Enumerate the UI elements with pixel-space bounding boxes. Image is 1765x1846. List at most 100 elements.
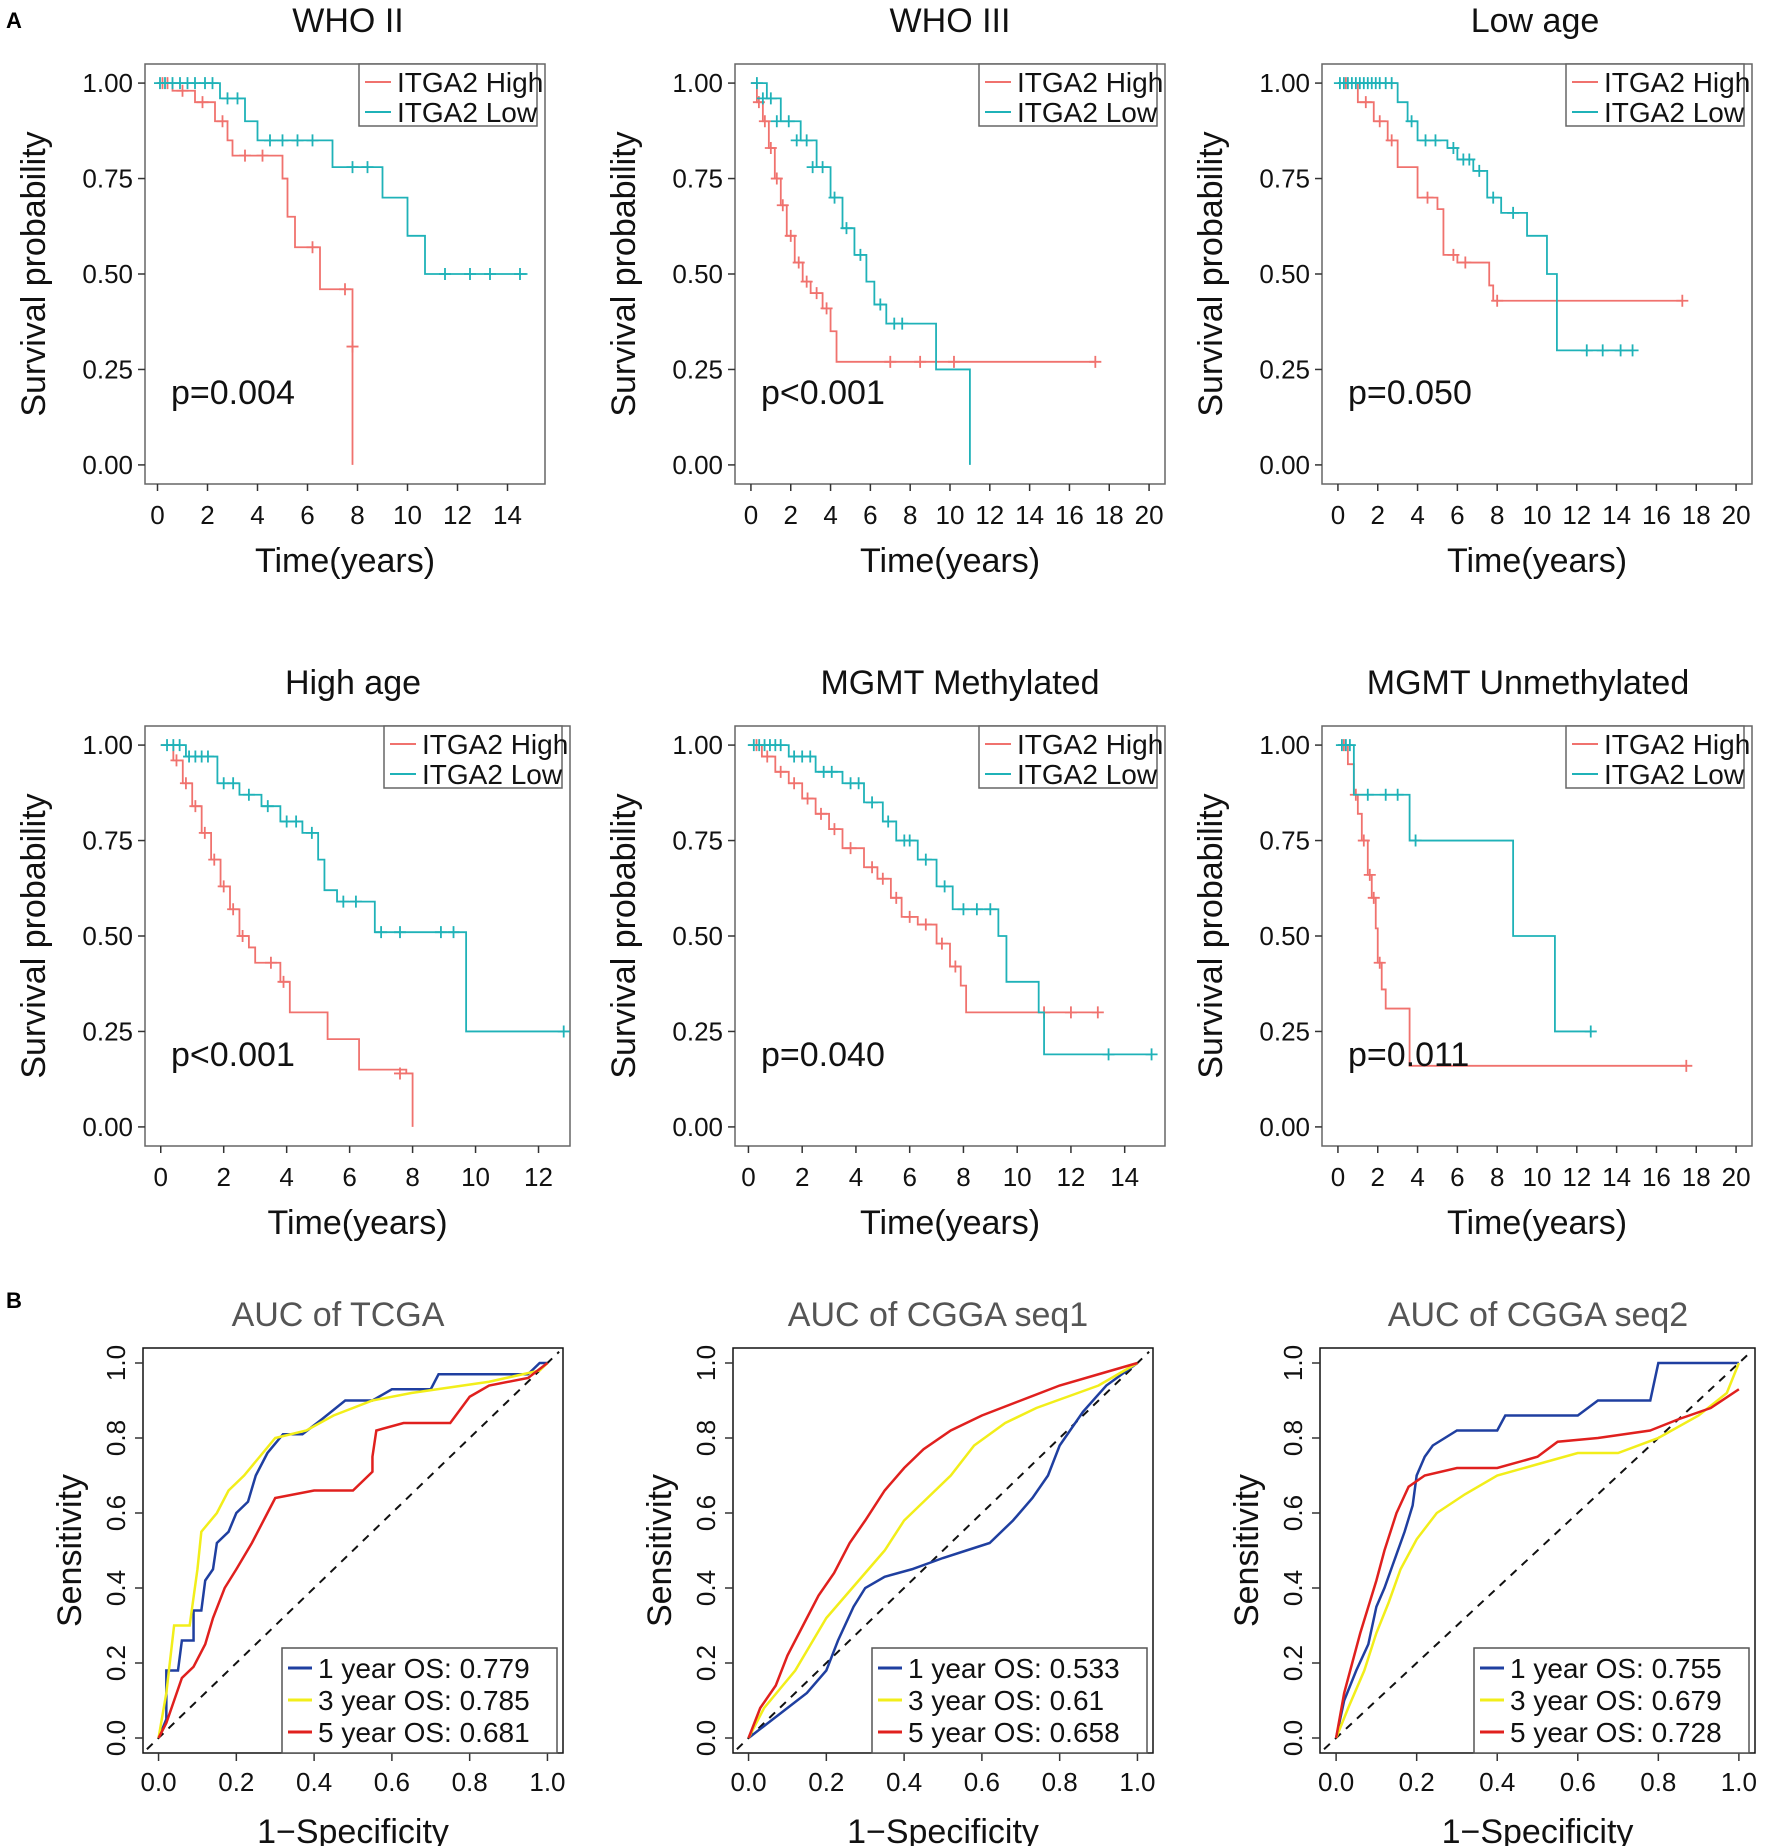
legend-box (978, 725, 1158, 789)
y-tick-label: 0.6 (101, 1495, 131, 1531)
censor-mark (938, 880, 951, 893)
x-tick-label: 2 (216, 1162, 230, 1192)
x-tick-label: 0.6 (964, 1767, 1000, 1797)
censor-mark (764, 142, 777, 154)
y-tick-label: 1.00 (672, 730, 723, 760)
censor-mark (903, 834, 916, 847)
censor-mark (770, 115, 783, 128)
legend-box (1565, 63, 1745, 127)
legend-label: 1 year OS: 0.533 (908, 1653, 1120, 1684)
km-curve-high (1337, 744, 1687, 1067)
x-tick-label: 4 (1410, 1162, 1424, 1192)
legend-label: ITGA2 High (1017, 729, 1163, 760)
censor-mark (306, 241, 319, 254)
censor-mark (854, 248, 867, 261)
x-tick-label: 20 (1135, 500, 1164, 530)
km-curve-low (748, 744, 1152, 1056)
x-tick-label: 12 (975, 500, 1004, 530)
x-tick-label: 12 (1562, 1162, 1591, 1192)
chart-title: WHO III (890, 2, 1011, 40)
x-tick-label: 6 (342, 1162, 356, 1192)
censor-mark (866, 796, 879, 809)
x-tick-label: 8 (350, 500, 364, 530)
censor-mark (434, 926, 447, 939)
y-axis-title: Sensitivity (51, 1474, 89, 1627)
y-tick-label: 0.75 (82, 826, 133, 856)
censor-mark (1491, 294, 1504, 307)
legend-label: ITGA2 Low (1604, 759, 1745, 790)
censor-mark (1064, 1006, 1077, 1019)
censor-mark (949, 960, 962, 973)
censor-mark (227, 777, 240, 790)
censor-mark (776, 199, 789, 212)
x-tick-label: 6 (300, 500, 314, 530)
legend-label: 1 year OS: 0.779 (318, 1653, 530, 1684)
x-tick-label: 0 (744, 500, 758, 530)
x-tick-label: 10 (1523, 1162, 1552, 1192)
censor-mark (1596, 344, 1609, 357)
y-tick-label: 0.4 (691, 1570, 721, 1606)
panel-label-b: B (6, 1288, 22, 1313)
x-tick-label: 10 (936, 500, 965, 530)
censor-mark (957, 903, 970, 916)
km-curve-low (1337, 744, 1591, 1033)
km-curve-low (1337, 82, 1633, 352)
y-axis-title: Survival probability (605, 131, 643, 416)
x-tick-label: 8 (405, 1162, 419, 1192)
censor-mark (339, 283, 351, 296)
censor-mark (774, 739, 787, 752)
x-tick-label: 0 (1331, 1162, 1345, 1192)
legend-box (871, 1647, 1148, 1754)
legend-box (1565, 725, 1745, 789)
censor-mark (261, 800, 274, 813)
y-tick-label: 0.75 (672, 164, 723, 194)
x-axis-title: Time(years) (860, 542, 1040, 580)
y-tick-label: 0.75 (1259, 826, 1310, 856)
censor-mark (361, 161, 374, 174)
x-axis-title: 1−Specificity (1442, 1813, 1634, 1846)
x-tick-label: 0.8 (452, 1767, 488, 1797)
censor-mark (1447, 248, 1460, 261)
y-axis-title: Survival probability (605, 793, 643, 1078)
censor-mark (761, 750, 774, 763)
censor-mark (800, 275, 813, 288)
censor-mark (337, 895, 350, 908)
y-tick-label: 1.00 (82, 68, 133, 98)
censor-mark (764, 92, 777, 105)
x-tick-label: 0.0 (730, 1767, 766, 1797)
y-tick-label: 0.00 (82, 450, 133, 480)
legend-box (281, 1647, 558, 1754)
roc-curve-3-year-os (1334, 1362, 1741, 1739)
x-tick-label: 1.0 (1721, 1767, 1757, 1797)
censor-mark (264, 956, 277, 969)
roc-curve-5-year-os (1334, 1388, 1740, 1739)
censor-mark (196, 96, 209, 109)
legend-box (1473, 1647, 1750, 1754)
y-tick-label: 0.00 (1259, 450, 1310, 480)
x-tick-label: 20 (1722, 500, 1751, 530)
censor-mark (1089, 355, 1102, 368)
chart-title: Low age (1471, 2, 1600, 40)
censor-mark (208, 853, 221, 866)
x-axis-title: 1−Specificity (847, 1813, 1039, 1846)
y-tick-label: 0.50 (672, 259, 723, 289)
censor-mark (774, 765, 787, 778)
censor-mark (1367, 891, 1380, 904)
x-tick-label: 0.4 (1479, 1767, 1515, 1797)
censor-mark (896, 317, 909, 330)
y-tick-label: 0.75 (672, 826, 723, 856)
x-tick-label: 0 (1331, 500, 1345, 530)
y-tick-label: 0.00 (82, 1112, 133, 1142)
y-tick-label: 1.0 (1278, 1345, 1308, 1381)
p-value: p<0.001 (761, 374, 885, 412)
y-tick-label: 1.00 (1259, 730, 1310, 760)
censor-mark (277, 975, 290, 988)
y-tick-label: 0.0 (101, 1720, 131, 1756)
censor-mark (1459, 256, 1472, 269)
x-tick-label: 18 (1682, 1162, 1711, 1192)
y-tick-label: 0.8 (691, 1420, 721, 1456)
y-tick-label: 0.25 (82, 1016, 133, 1046)
censor-mark (305, 826, 318, 839)
x-tick-label: 2 (1371, 1162, 1385, 1192)
x-tick-label: 12 (524, 1162, 553, 1192)
